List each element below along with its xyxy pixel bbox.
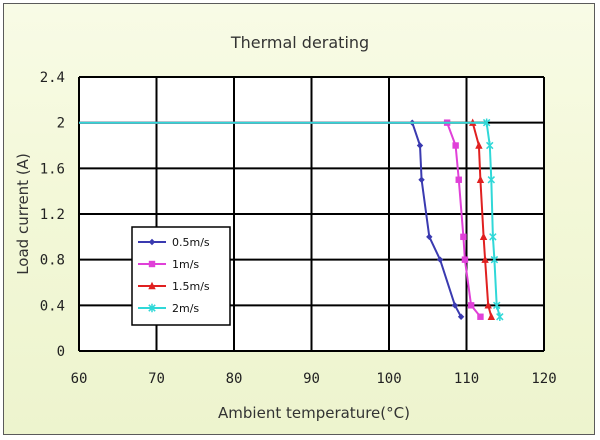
data-point bbox=[481, 255, 489, 263]
legend-label: 0.5m/s bbox=[172, 236, 210, 249]
legend-item: 1m/s bbox=[138, 258, 199, 271]
series-3 bbox=[79, 118, 495, 320]
data-point bbox=[487, 312, 495, 320]
data-point bbox=[148, 281, 156, 290]
data-point bbox=[452, 142, 459, 149]
x-tick-label: 110 bbox=[454, 371, 479, 387]
legend-label: 1m/s bbox=[172, 258, 199, 271]
y-tick-label: 0 bbox=[57, 344, 65, 360]
data-point bbox=[479, 232, 488, 241]
legend-item: 1.5m/s bbox=[138, 280, 210, 293]
data-point bbox=[484, 301, 492, 309]
y-tick-label: 0.4 bbox=[40, 298, 65, 314]
x-tick-label: 70 bbox=[148, 371, 165, 387]
data-point bbox=[476, 175, 485, 183]
data-point bbox=[475, 141, 483, 149]
y-tick-label: 2.4 bbox=[40, 70, 65, 86]
series-line bbox=[79, 121, 462, 318]
x-tick-label: 90 bbox=[303, 371, 320, 387]
chart-frame: 60 70 80 90 100 110 120 0 0.4 0.8 1.2 1.6 2 2.4 Therm… bbox=[3, 3, 595, 435]
data-point bbox=[148, 238, 156, 246]
y-tick-label: 1.6 bbox=[40, 161, 65, 177]
legend-item: 2m/s bbox=[138, 302, 199, 315]
y-axis-label: Load current (A) bbox=[14, 153, 32, 275]
data-point bbox=[490, 255, 499, 264]
y-tick-label: 2 bbox=[57, 116, 65, 132]
y-tick-label: 0.8 bbox=[40, 253, 65, 269]
legend-label: 1.5m/s bbox=[172, 280, 210, 293]
series-line bbox=[79, 121, 493, 318]
tick-layer: 60 70 80 90 100 110 120 0 0.4 0.8 1.2 1.6 2 2.4 bbox=[40, 70, 557, 387]
x-axis-label: Ambient temperature(°C) bbox=[218, 404, 410, 422]
data-point bbox=[460, 233, 467, 241]
chart-svg: 60 70 80 90 100 110 120 0 0.4 0.8 1.2 1.6 2 2.4 Therm… bbox=[14, 33, 557, 422]
data-point bbox=[486, 141, 494, 150]
series-4 bbox=[79, 118, 504, 321]
data-point bbox=[451, 302, 459, 309]
x-tick-label: 80 bbox=[226, 371, 243, 387]
data-point bbox=[418, 176, 425, 183]
legend-item: 0.5m/s bbox=[138, 236, 210, 249]
data-point bbox=[492, 301, 501, 310]
data-point bbox=[489, 232, 497, 242]
data-point bbox=[436, 256, 444, 263]
legend-label: 2m/s bbox=[172, 302, 199, 315]
data-point bbox=[148, 260, 156, 268]
data-point bbox=[467, 302, 475, 309]
data-point bbox=[487, 175, 496, 184]
data-point bbox=[426, 233, 433, 241]
x-tick-label: 100 bbox=[376, 371, 401, 387]
y-tick-label: 1.2 bbox=[40, 207, 65, 223]
data-point bbox=[416, 142, 424, 149]
data-point bbox=[457, 313, 465, 320]
data-point bbox=[477, 313, 484, 320]
x-tick-label: 120 bbox=[531, 371, 556, 387]
x-tick-label: 60 bbox=[71, 371, 88, 387]
legend: 0.5m/s 1m/s 1.5m/s 2m/s bbox=[131, 226, 231, 326]
data-point bbox=[482, 118, 491, 127]
data-point bbox=[455, 176, 462, 183]
series-layer bbox=[79, 118, 504, 321]
data-point bbox=[148, 303, 156, 313]
data-point bbox=[496, 312, 504, 321]
data-point bbox=[461, 256, 469, 263]
series-line bbox=[79, 121, 482, 318]
chart-title: Thermal derating bbox=[230, 33, 369, 52]
